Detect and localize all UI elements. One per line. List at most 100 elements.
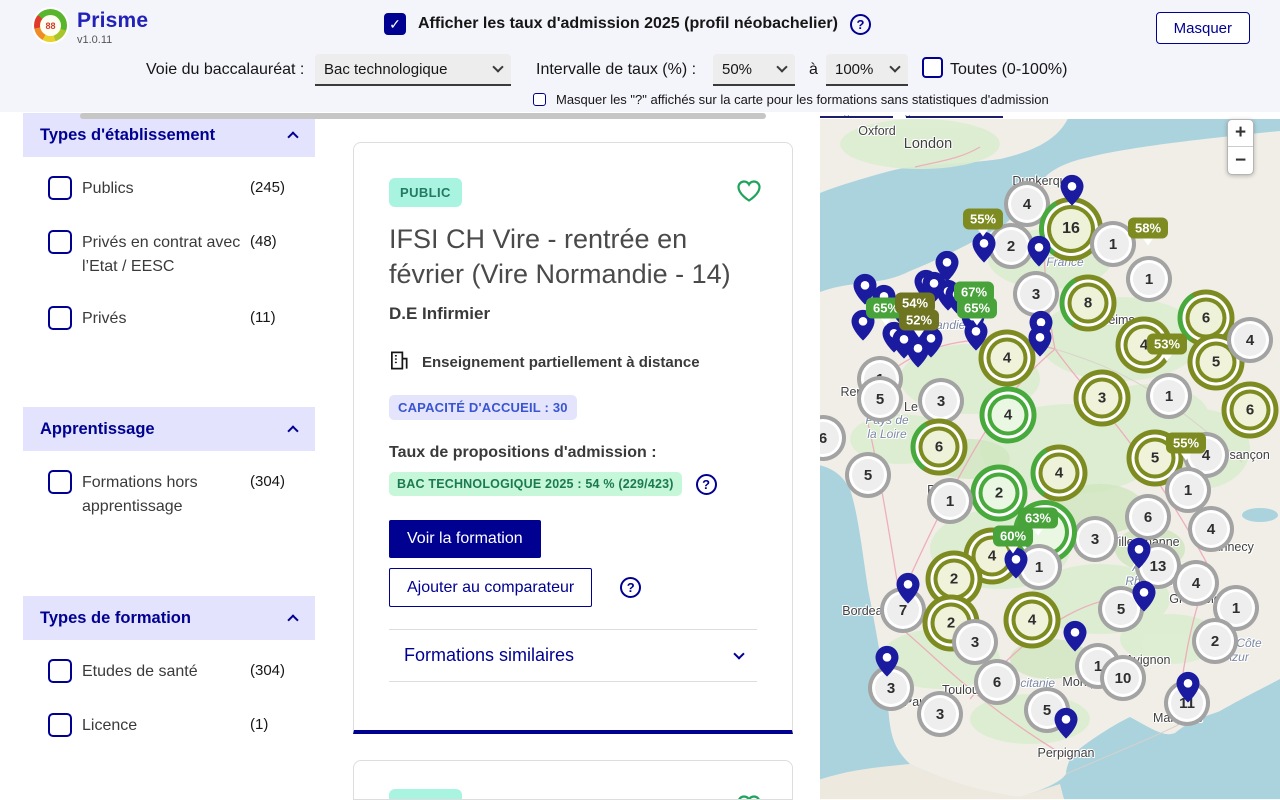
map-pin-marker[interactable]	[1060, 174, 1084, 211]
map-cluster-marker[interactable]: 4	[979, 386, 1037, 444]
map-rate-badge[interactable]: 60%	[992, 525, 1034, 547]
mask-question-checkbox[interactable]	[533, 93, 546, 106]
map-cluster-marker[interactable]: 8	[1059, 274, 1117, 332]
map-pin-marker[interactable]	[875, 645, 899, 682]
map-cluster-marker[interactable]: 4	[1173, 560, 1219, 606]
map-pin-marker[interactable]	[935, 250, 959, 287]
map-pin-marker[interactable]	[1028, 325, 1052, 362]
filter-checkbox[interactable]	[48, 230, 72, 254]
sidebar-section-header[interactable]: Types d'établissement	[23, 113, 315, 157]
show-rates-checkbox[interactable]: ✓	[384, 13, 406, 35]
map-cluster-marker[interactable]: 4	[978, 329, 1036, 387]
map-rate-badge[interactable]: 53%	[1146, 333, 1188, 355]
filter-checkbox[interactable]	[48, 176, 72, 200]
map-cluster-marker[interactable]: 4	[1030, 444, 1088, 502]
bac-select[interactable]: Bac technologique	[315, 54, 511, 86]
map-cluster-marker[interactable]: 4	[1004, 181, 1050, 227]
help-icon[interactable]: ?	[695, 473, 717, 495]
add-comparator-button[interactable]: Ajouter au comparateur	[389, 568, 593, 607]
help-icon[interactable]: ?	[849, 13, 871, 35]
toutes-checkbox[interactable]	[922, 57, 943, 78]
map-pin-marker[interactable]	[1027, 235, 1051, 272]
map-cluster-marker[interactable]: 1	[927, 478, 973, 524]
map-cluster-marker[interactable]: 6	[910, 418, 968, 476]
horizontal-scrollbar[interactable]	[80, 113, 766, 119]
cluster-count: 4	[987, 394, 1029, 436]
zoom-out-button[interactable]: −	[1234, 149, 1247, 171]
map-cluster-marker[interactable]: 10	[1100, 655, 1146, 701]
map-cluster-marker[interactable]: 3	[1013, 271, 1059, 317]
sidebar-section-header[interactable]: Types de formation	[23, 596, 315, 640]
map-cluster-marker[interactable]: 1	[1146, 373, 1192, 419]
map-pin-marker[interactable]	[1132, 580, 1156, 617]
map-pin-marker[interactable]	[919, 326, 943, 363]
help-icon[interactable]: ?	[620, 577, 642, 598]
map-cluster-marker[interactable]: 3	[917, 691, 963, 737]
map-cluster-marker[interactable]: 2	[988, 223, 1034, 269]
map-rate-badge[interactable]: 58%	[1127, 217, 1169, 239]
map-cluster-marker[interactable]: 3	[1073, 369, 1131, 427]
map-pin-marker[interactable]	[1127, 537, 1151, 574]
map-cluster-marker[interactable]: 1	[1090, 221, 1136, 267]
rate-from-select[interactable]: 50%	[713, 54, 795, 86]
map-rate-badge[interactable]: 54%	[894, 292, 936, 314]
map-pin-marker[interactable]	[1004, 547, 1028, 584]
map[interactable]: OxfordLondonDunkerqueHauts-de- FranceRei…	[820, 112, 1280, 800]
map-cluster-marker[interactable]: 6	[1125, 494, 1171, 540]
map-cluster-marker[interactable]: 4	[1188, 506, 1234, 552]
map-cluster-marker[interactable]: 6	[820, 415, 846, 461]
map-cluster-marker[interactable]: 2	[970, 464, 1028, 522]
map-cluster-marker[interactable]: 1	[1126, 256, 1172, 302]
map-pin-marker[interactable]	[964, 319, 988, 356]
similar-formations-toggle[interactable]: Formations similaires	[389, 629, 757, 682]
map-cluster-marker[interactable]: 3	[918, 378, 964, 424]
map-rate-badge[interactable]: 55%	[1165, 432, 1207, 454]
filter-checkbox[interactable]	[48, 470, 72, 494]
filter-checkbox[interactable]	[48, 659, 72, 683]
map-cluster-marker[interactable]: 3	[868, 665, 914, 711]
map-rate-badge[interactable]: 55%	[962, 208, 1004, 230]
distance-note: Enseignement partiellement à distance	[422, 354, 700, 371]
chevron-up-icon	[287, 131, 299, 143]
filter-label: Formations hors apprentissage	[82, 474, 198, 515]
rate-to-select[interactable]: 100%	[826, 54, 908, 86]
map-zoom-control: + −	[1227, 119, 1254, 175]
masquer-button[interactable]: Masquer	[1155, 12, 1250, 44]
map-pin-marker[interactable]	[1063, 620, 1087, 657]
rate-from-value: 50%	[722, 60, 753, 78]
map-cluster-marker[interactable]: 6	[1221, 381, 1279, 439]
map-cluster-marker[interactable]: 5	[845, 452, 891, 498]
map-cluster-marker[interactable]: 5	[1098, 586, 1144, 632]
sidebar-section-header[interactable]: Apprentissage	[23, 407, 315, 451]
map-rate-badge[interactable]: 63%	[1017, 507, 1059, 529]
map-rate-badge[interactable]: 65%	[956, 297, 998, 319]
filter-checkbox[interactable]	[48, 306, 72, 330]
map-cluster-marker[interactable]: 2	[1192, 618, 1238, 664]
sidebar-section-items: Formations hors apprentissage (304)	[23, 451, 315, 571]
map-rate-badge[interactable]: 52%	[898, 309, 940, 331]
map-pin-marker[interactable]	[1054, 707, 1078, 744]
bac-filter-label: Voie du baccalauréat :	[146, 61, 305, 78]
map-cluster-marker[interactable]: 1	[1165, 467, 1211, 513]
map-pin-marker[interactable]	[1176, 671, 1200, 708]
formation-subtitle: D.E Infirmier	[389, 304, 491, 323]
map-cluster-marker[interactable]: 4	[1003, 591, 1061, 649]
map-cluster-marker[interactable]: 5	[857, 376, 903, 422]
bac-select-value: Bac technologique	[324, 60, 448, 78]
map-cluster-marker[interactable]: 3	[952, 619, 998, 665]
filter-item: Privés en contrat avec l’Etat / EESC (48)	[48, 229, 315, 279]
map-cluster-marker[interactable]: 4	[1227, 317, 1273, 363]
filter-checkbox[interactable]	[48, 713, 72, 737]
map-cluster-marker[interactable]: 3	[1072, 516, 1118, 562]
zoom-in-button[interactable]: +	[1228, 120, 1253, 147]
cluster-count: 6	[1229, 389, 1271, 431]
map-pin-marker[interactable]	[896, 572, 920, 609]
favorite-heart-icon[interactable]	[736, 179, 762, 208]
app-version: v1.0.11	[77, 34, 113, 46]
favorite-heart-icon[interactable]	[736, 794, 762, 799]
map-cluster-marker[interactable]: 6	[974, 659, 1020, 705]
map-pin-marker[interactable]	[972, 231, 996, 268]
filter-count: (48)	[250, 233, 277, 250]
view-formation-button[interactable]: Voir la formation	[389, 520, 541, 558]
cluster-count: 5	[864, 383, 896, 415]
